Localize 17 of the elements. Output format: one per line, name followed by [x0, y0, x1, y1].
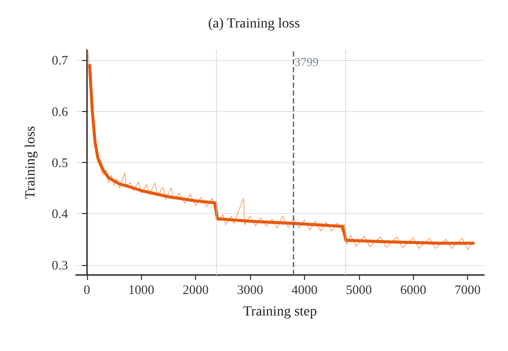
x-tick-label: 0 — [84, 282, 90, 297]
x-tick-label: 2000 — [182, 282, 209, 297]
y-tick-label: 0.5 — [52, 155, 68, 170]
x-tick-label: 3000 — [237, 282, 264, 297]
x-tick-label: 6000 — [400, 282, 426, 297]
ref-line-label: 3799 — [294, 55, 319, 69]
x-tick-label: 1000 — [128, 282, 154, 297]
x-tick-label: 7000 — [454, 282, 481, 297]
y-axis-title: Training loss — [24, 126, 38, 200]
x-axis-title: Training step — [243, 304, 317, 320]
y-tick-label: 0.4 — [52, 206, 68, 222]
y-tick-label: 0.6 — [52, 104, 68, 119]
x-tick-label: 5000 — [346, 282, 372, 297]
y-tick-label: 0.3 — [52, 257, 68, 272]
chart-title: (a) Training loss — [208, 16, 300, 32]
y-tick-label: 0.7 — [52, 52, 68, 68]
x-tick-label: 4000 — [291, 282, 318, 297]
